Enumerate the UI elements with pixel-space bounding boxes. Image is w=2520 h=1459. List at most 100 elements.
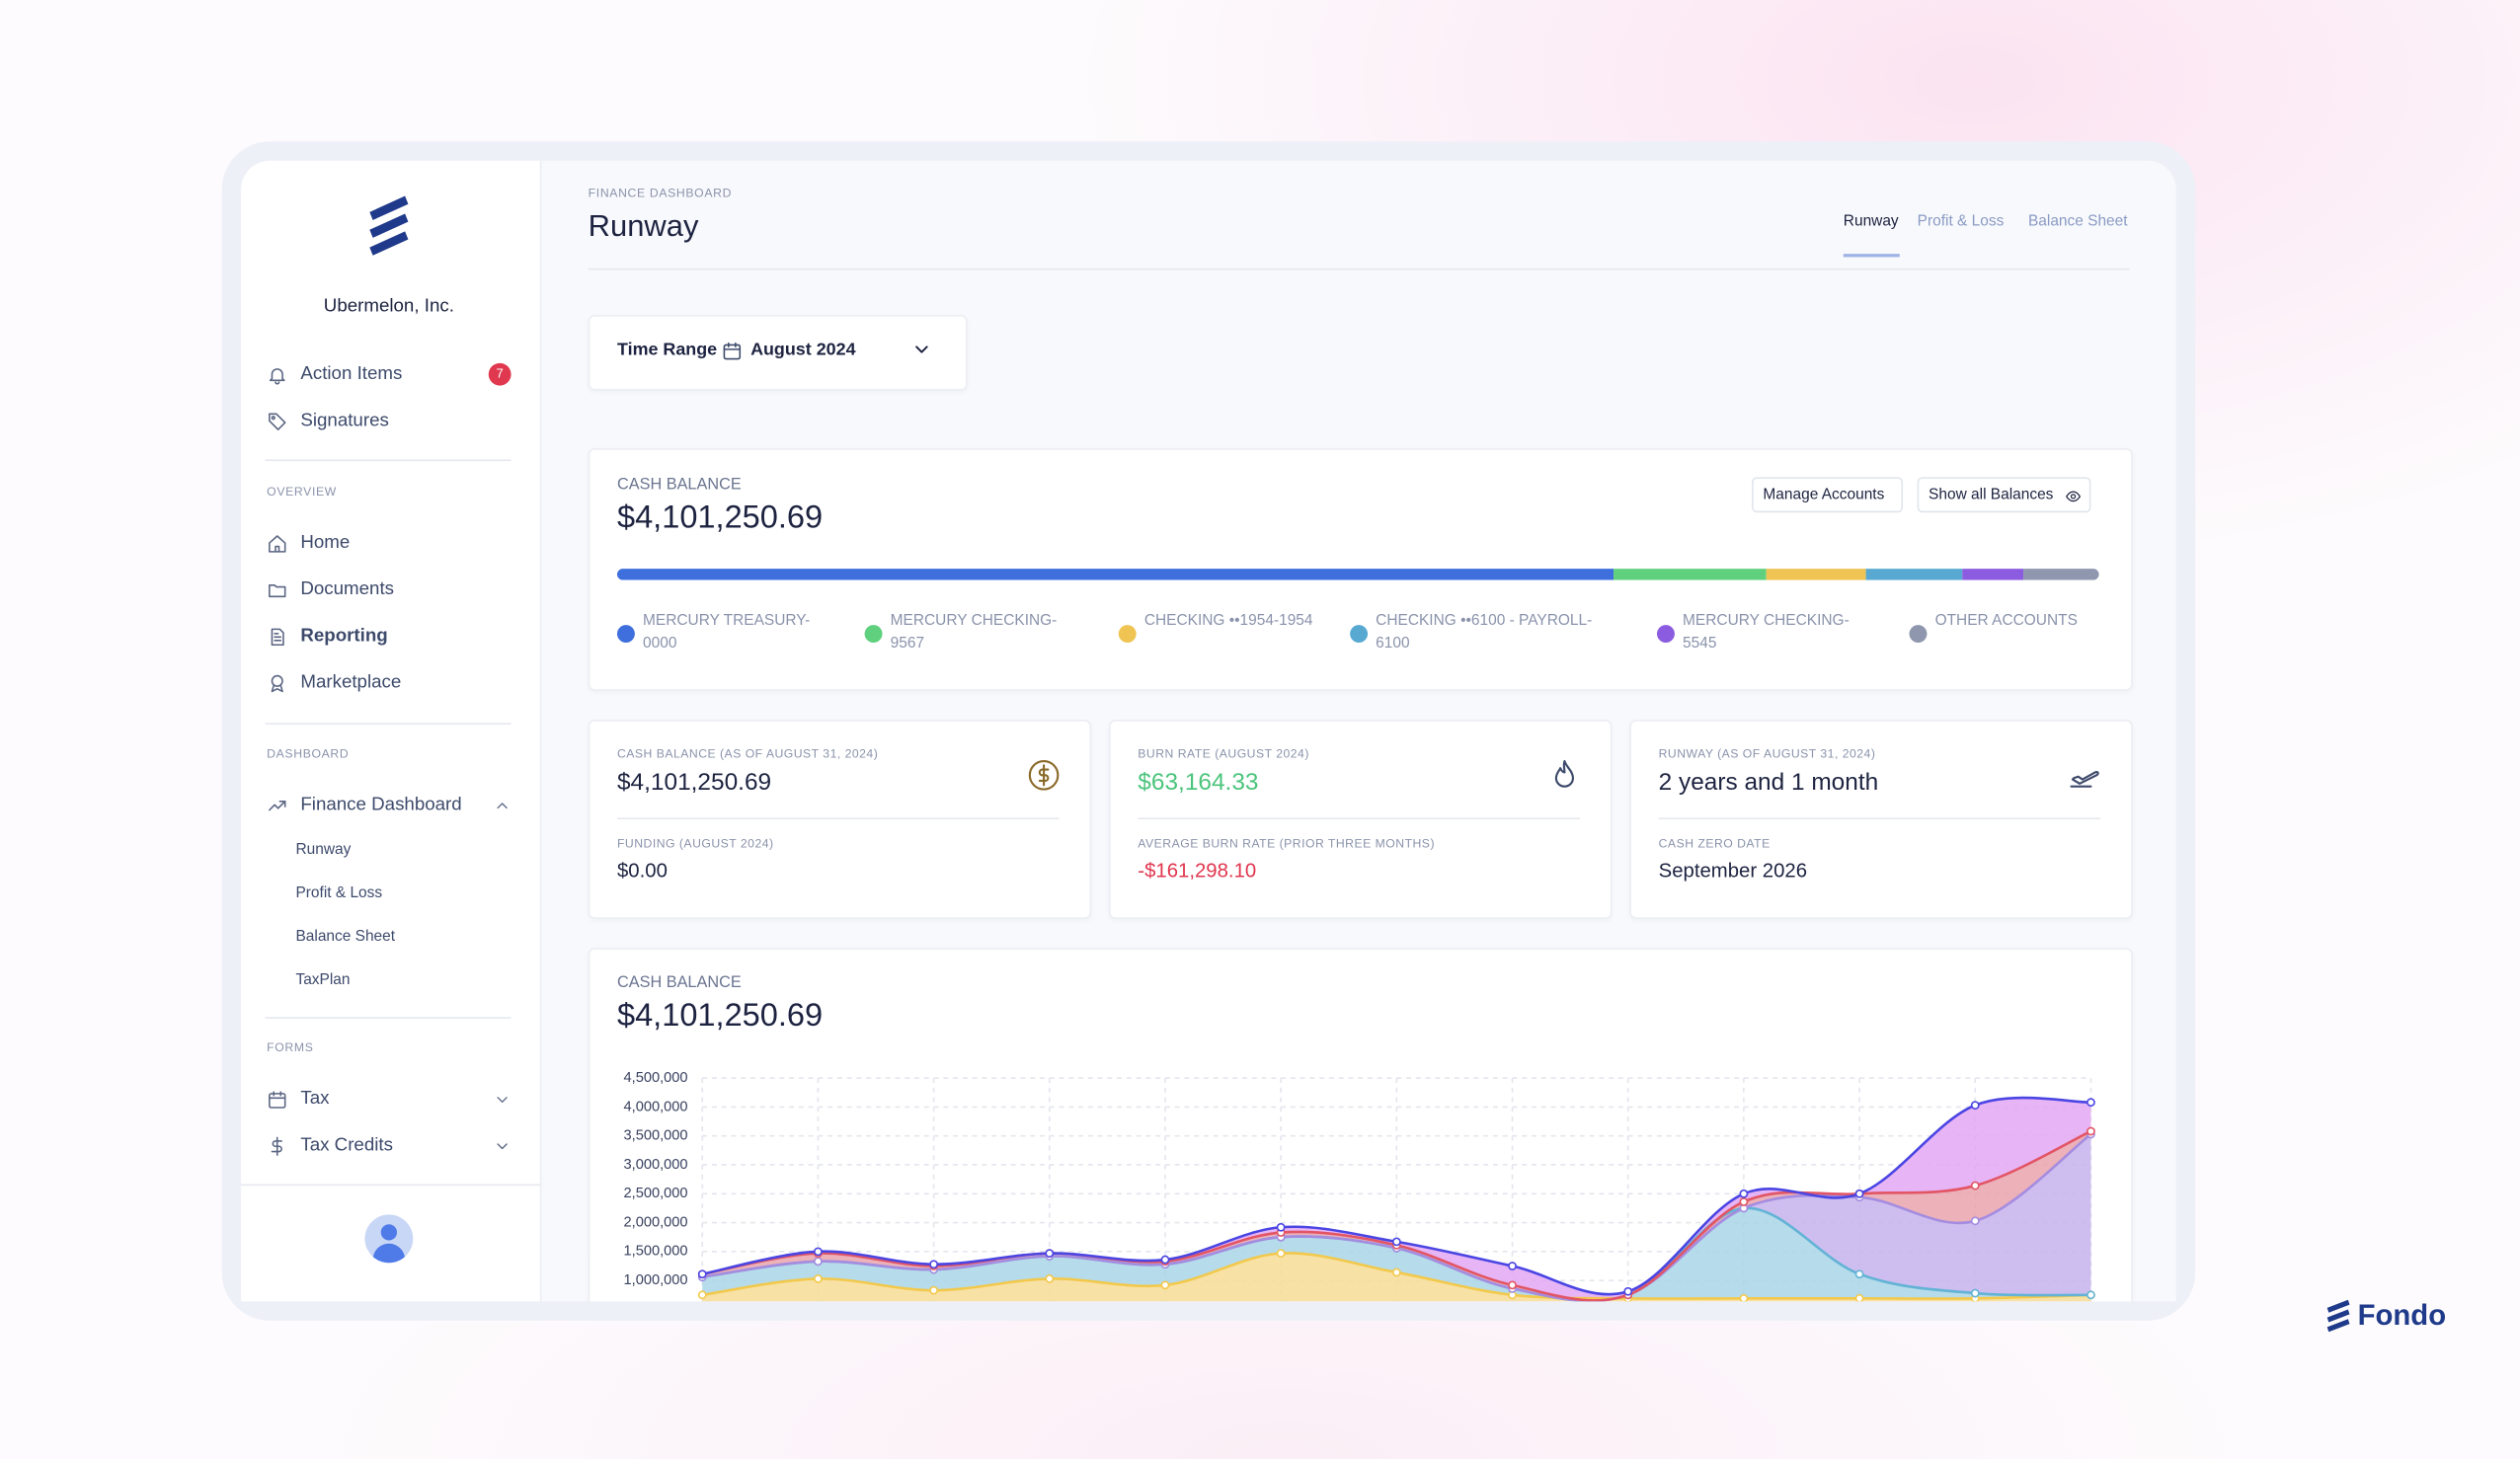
nav-item[interactable]: Documents xyxy=(300,579,395,600)
nav-icon xyxy=(269,367,284,384)
chevron xyxy=(914,345,927,352)
tab[interactable]: Balance Sheet xyxy=(2027,212,2128,231)
divider xyxy=(265,459,512,462)
app-window: Ubermelon, Inc. Action Items Signatures 7 OV… xyxy=(241,160,2176,1302)
tab[interactable]: Runway xyxy=(1843,212,1899,231)
nav-icon xyxy=(270,673,283,692)
tab[interactable]: Profit & Loss xyxy=(1917,212,2005,231)
icon-part xyxy=(1553,759,1574,787)
stat-icon xyxy=(1553,759,1574,787)
stat-label: CASH BALANCE (AS OF AUGUST 31, 2024) xyxy=(616,745,879,761)
stat-card xyxy=(1629,720,2133,919)
sidebar xyxy=(241,160,542,1302)
icon-part xyxy=(270,683,283,692)
icon-part xyxy=(273,632,281,641)
nav-icon xyxy=(268,800,285,810)
nav-subitem[interactable]: Balance Sheet xyxy=(295,927,396,946)
chevron xyxy=(496,802,507,808)
button-label: Show all Balances xyxy=(1929,486,2054,504)
card-amount: $4,101,250.69 xyxy=(616,499,824,536)
nav-item[interactable]: Home xyxy=(300,533,351,553)
stat-icon xyxy=(1027,759,1059,790)
nav-item[interactable]: Tax xyxy=(300,1089,330,1110)
company-name: Ubermelon, Inc. xyxy=(323,297,454,317)
button[interactable] xyxy=(1917,477,2091,513)
legend-label: OTHER ACCOUNTS xyxy=(1934,612,2078,630)
legend-dot xyxy=(1350,625,1369,644)
balance-segment xyxy=(1962,569,2024,580)
logo-bar xyxy=(2326,1309,2350,1323)
nav-icon xyxy=(270,627,283,646)
company-logo xyxy=(369,195,409,256)
stat-sub-label: AVERAGE BURN RATE (PRIOR THREE MONTHS) xyxy=(1138,836,1435,851)
divider xyxy=(1658,817,2101,820)
divider xyxy=(616,817,1060,820)
icon-part xyxy=(274,544,279,552)
chevron xyxy=(496,1096,507,1103)
legend-dot xyxy=(1909,625,1928,644)
icon-part xyxy=(914,345,927,352)
icon-part xyxy=(270,1135,282,1156)
nav-item[interactable]: Action Items xyxy=(300,364,403,384)
legend-label: CHECKING ••6100 - PAYROLL-6100 xyxy=(1376,612,1593,653)
badge: 7 xyxy=(488,362,512,386)
icon-part xyxy=(2069,770,2098,787)
icon-part xyxy=(269,367,284,381)
logo-bar xyxy=(369,195,409,220)
stat-sub-value: -$161,298.10 xyxy=(1138,859,1257,883)
logo-bar xyxy=(369,231,409,256)
section-title: OVERVIEW xyxy=(267,484,337,499)
icon-part xyxy=(496,1096,507,1103)
icon-part xyxy=(2066,491,2081,502)
divider xyxy=(1138,817,1580,820)
nav-item[interactable]: Finance Dashboard xyxy=(300,795,462,815)
legend-dot xyxy=(1118,625,1137,644)
stat-value: $63,164.33 xyxy=(1138,768,1259,797)
balance-segment xyxy=(1865,569,1963,580)
legend-label: CHECKING ••1954-1954 xyxy=(1143,612,1313,630)
logo-bar xyxy=(2326,1299,2350,1313)
nav-subitem[interactable]: Profit & Loss xyxy=(295,883,383,902)
nav-item[interactable]: Reporting xyxy=(300,626,388,647)
nav-item[interactable]: Tax Credits xyxy=(300,1135,393,1156)
nav-icon xyxy=(268,412,285,430)
nav-item[interactable]: Marketplace xyxy=(300,672,402,693)
nav-subitem[interactable]: Runway xyxy=(295,841,352,859)
chevron xyxy=(496,1142,507,1149)
button[interactable] xyxy=(1752,477,1904,513)
logo-bar xyxy=(369,213,409,238)
brand-name: Fondo xyxy=(2357,1298,2447,1332)
icon-part xyxy=(270,415,276,420)
legend-dot xyxy=(1657,625,1675,644)
stat-sub-value: $0.00 xyxy=(616,859,668,883)
nav-icon xyxy=(268,583,285,597)
icon-part xyxy=(268,534,285,552)
tab-underline xyxy=(1843,254,1900,258)
legend-dot xyxy=(864,625,883,644)
icon-part xyxy=(496,1142,507,1149)
stat-sub-value: September 2026 xyxy=(1658,859,1808,883)
time-range-value[interactable]: August 2024 xyxy=(750,341,856,360)
card-label: CASH BALANCE xyxy=(616,476,742,495)
chart-subtitle: $4,101,250.69 xyxy=(616,998,824,1035)
divider xyxy=(588,268,2130,270)
icon-part xyxy=(722,342,741,349)
divider xyxy=(265,723,512,726)
time-range-box[interactable] xyxy=(588,314,968,391)
stat-label: BURN RATE (AUGUST 2024) xyxy=(1138,745,1309,761)
button-label: Manage Accounts xyxy=(1763,486,1885,504)
stat-sub-label: FUNDING (AUGUST 2024) xyxy=(616,836,774,851)
eye-icon xyxy=(2066,491,2081,502)
avatar[interactable] xyxy=(364,1214,414,1264)
icon-part xyxy=(270,627,283,646)
balance-segment xyxy=(1767,569,1866,580)
legend-label: MERCURY CHECKING-5545 xyxy=(1683,612,1850,653)
icon-part xyxy=(270,673,283,687)
stat-value: 2 years and 1 month xyxy=(1658,768,1879,797)
nav-subitem[interactable]: TaxPlan xyxy=(295,970,351,989)
balance-segment xyxy=(1613,569,1768,580)
nav-item[interactable]: Signatures xyxy=(300,411,389,431)
stat-card xyxy=(588,720,1092,919)
icon-part xyxy=(1027,759,1059,790)
